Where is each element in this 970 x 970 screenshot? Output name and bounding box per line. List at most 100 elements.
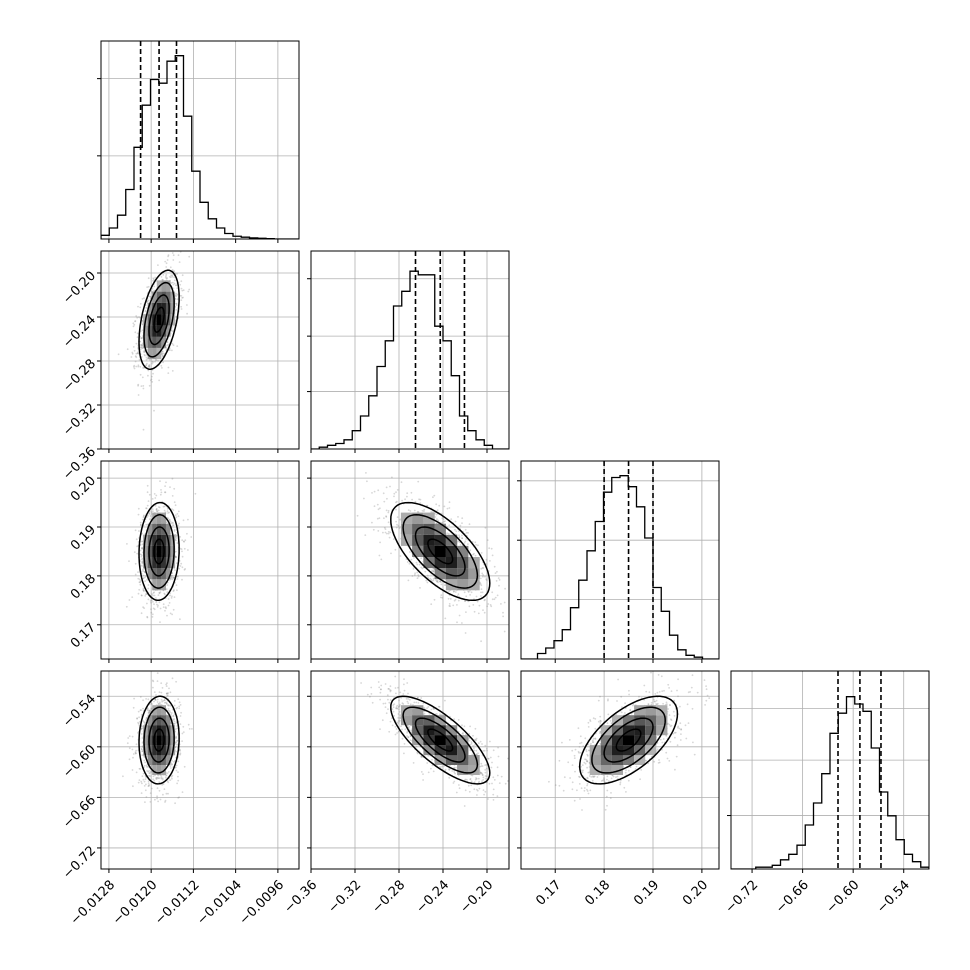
histogram-0 [101, 55, 299, 239]
scatter-point [140, 553, 142, 556]
scatter-point [136, 545, 139, 548]
scatter-point [134, 562, 137, 565]
scatter-point [167, 708, 170, 710]
scatter-point [139, 696, 142, 698]
scatter-point [494, 572, 497, 574]
grid-2-2 [521, 461, 719, 659]
scatter-point [481, 591, 484, 594]
panel-2-2 [517, 460, 720, 663]
scatter-point [169, 779, 172, 781]
scatter-point [155, 508, 158, 510]
density-cell [400, 523, 413, 535]
scatter-point [134, 573, 137, 576]
scatter-point [171, 370, 174, 372]
scatter-point [142, 699, 145, 702]
scatter-point [179, 753, 182, 756]
scatter-point [148, 366, 151, 368]
scatter-point [141, 746, 144, 748]
scatter-point [183, 568, 186, 571]
scatter-point [400, 481, 403, 484]
scatter-point [175, 556, 177, 558]
scatter-point [469, 594, 471, 596]
scatter-point [170, 282, 173, 284]
scatter-point [169, 486, 171, 488]
scatter-point [480, 588, 483, 591]
panel-0-0 [97, 40, 300, 243]
scatter-point [163, 509, 166, 512]
scatter-point [480, 567, 483, 570]
scatter-point [175, 764, 178, 767]
scatter-point [147, 365, 150, 368]
scatter-point [165, 666, 167, 668]
scatter-point [157, 774, 160, 777]
density-cell [165, 568, 171, 580]
scatter-point [141, 750, 144, 753]
scatter-point [426, 504, 429, 507]
density-cell [434, 545, 446, 557]
scatter-point [150, 702, 153, 705]
scatter-point [465, 531, 468, 534]
scatter-point [174, 728, 177, 730]
scatter-point [166, 259, 169, 261]
scatter-point [436, 518, 438, 520]
scatter-point [140, 713, 143, 716]
scatter-point [371, 521, 373, 524]
scatter-point [455, 530, 458, 533]
scatter-point [179, 704, 182, 706]
scatter-point [173, 530, 176, 532]
density-cell [434, 534, 446, 546]
scatter-point [166, 614, 168, 617]
scatter-point [144, 593, 147, 596]
scatter-point [172, 509, 175, 511]
scatter-point [156, 606, 159, 608]
scatter-point [145, 523, 148, 526]
scatter-point [141, 554, 143, 557]
scatter-point [139, 373, 142, 376]
scatter-point [399, 555, 402, 557]
scatter-point [479, 582, 482, 585]
scatter-point [173, 528, 176, 531]
scatter-point [147, 500, 150, 502]
scatter-point [156, 795, 159, 798]
scatter-point [166, 682, 168, 684]
scatter-point [143, 590, 145, 592]
contour-level-1 [148, 526, 170, 577]
scatter-point [143, 756, 146, 758]
scatter-point [182, 289, 185, 292]
scatter-point [136, 352, 139, 355]
scatter-point [169, 266, 172, 269]
scatter-point [175, 302, 178, 305]
scatter-point [146, 286, 149, 289]
scatter-point [165, 703, 168, 705]
scatter-point [131, 352, 134, 355]
scatter-point [173, 761, 175, 763]
density-cell [445, 534, 458, 546]
density-cell [143, 545, 148, 557]
scatter-point [161, 350, 164, 353]
density-cell [147, 568, 153, 580]
scatter-point [152, 594, 154, 597]
scatter-point [372, 528, 375, 531]
scatter-point [486, 605, 489, 608]
scatter-point [137, 723, 140, 725]
scatter-point [514, 595, 516, 597]
scatter-point [164, 593, 166, 596]
scatter-point [142, 778, 145, 781]
scatter-point [177, 254, 180, 257]
scatter-point [171, 477, 174, 480]
scatter-point [173, 589, 175, 592]
scatter-point [152, 510, 154, 513]
scatter-point [481, 567, 484, 569]
scatter-point [150, 513, 153, 515]
scatter-point [502, 615, 504, 618]
scatter-point [151, 679, 154, 682]
scatter-point [166, 584, 169, 586]
scatter-point [376, 503, 379, 506]
scatter-point [148, 513, 151, 515]
scatter-point [488, 547, 491, 550]
scatter-point [436, 579, 439, 582]
scatter-point [467, 543, 469, 545]
scatter-point [146, 491, 149, 494]
scatter-point [145, 507, 148, 510]
scatter-point [136, 717, 139, 720]
